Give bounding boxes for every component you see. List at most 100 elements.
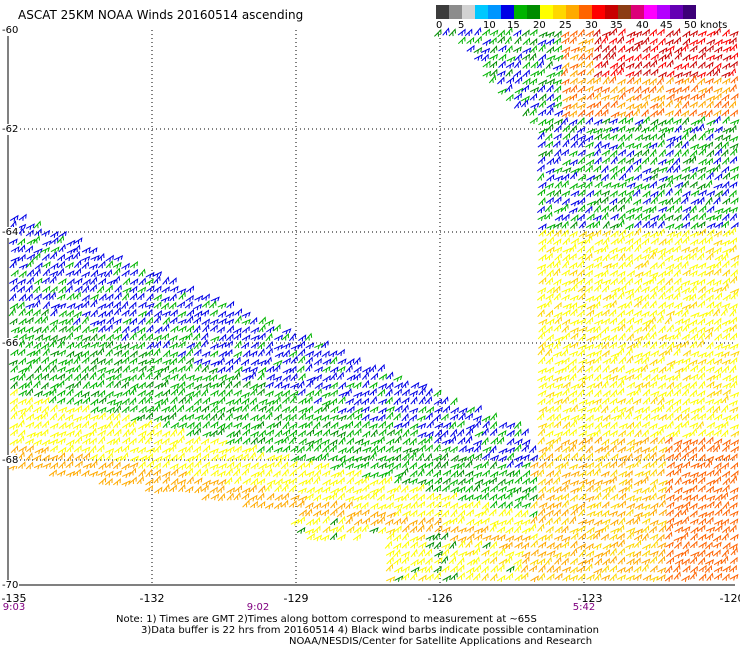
wind-barb xyxy=(698,380,706,390)
wind-barb xyxy=(713,100,722,108)
wind-barb xyxy=(321,399,331,407)
wind-barb xyxy=(256,388,265,396)
wind-barb xyxy=(274,484,282,492)
wind-barb xyxy=(560,439,570,446)
wind-barb xyxy=(216,485,225,493)
wind-barb xyxy=(457,509,465,518)
wind-barb xyxy=(201,452,210,461)
wind-barb xyxy=(226,487,235,494)
wind-barb xyxy=(26,268,34,277)
wind-barb xyxy=(113,349,123,357)
wind-barb xyxy=(585,30,594,38)
wind-barb xyxy=(674,237,682,246)
wind-barb xyxy=(560,78,570,86)
wind-barb xyxy=(730,462,739,470)
wind-barb xyxy=(161,430,171,438)
wind-barb xyxy=(673,255,683,263)
wind-barb xyxy=(537,39,547,47)
wind-barb xyxy=(562,132,571,140)
wind-barb xyxy=(529,44,537,53)
wind-barb xyxy=(545,148,553,157)
wind-barb xyxy=(433,541,441,550)
wind-barb xyxy=(544,132,553,141)
wind-barb xyxy=(10,269,19,277)
wind-barb xyxy=(601,317,611,325)
wind-barb xyxy=(209,343,219,350)
wind-barb xyxy=(632,440,643,447)
wind-barb xyxy=(522,77,531,85)
wind-barb xyxy=(585,164,593,173)
wind-barb xyxy=(650,373,659,382)
wind-barb xyxy=(186,285,195,293)
wind-barb xyxy=(465,484,473,493)
wind-barb xyxy=(673,134,682,143)
wind-barb xyxy=(705,61,714,69)
wind-barb xyxy=(616,566,626,574)
wind-barb xyxy=(97,252,105,261)
wind-barb xyxy=(42,292,51,300)
wind-barb xyxy=(385,388,393,397)
wind-barb xyxy=(345,462,355,470)
wind-barb xyxy=(186,308,195,317)
wind-barb xyxy=(225,358,234,366)
wind-barb xyxy=(369,479,379,486)
wind-barb xyxy=(312,502,322,510)
wind-barb xyxy=(33,341,42,349)
wind-barb xyxy=(177,380,186,389)
wind-barb xyxy=(65,284,73,293)
wind-barb xyxy=(665,277,673,286)
wind-barb xyxy=(713,109,722,117)
wind-barb xyxy=(561,499,569,508)
wind-barb xyxy=(650,167,659,175)
wind-barb xyxy=(728,375,738,383)
wind-barb xyxy=(57,340,65,349)
wind-barb xyxy=(25,396,33,406)
wind-barb xyxy=(698,204,707,213)
wind-barb xyxy=(113,391,123,398)
wind-barb xyxy=(633,420,642,429)
wind-barb xyxy=(386,532,395,540)
wind-barb xyxy=(288,350,298,358)
wind-barb xyxy=(616,398,627,405)
wind-barb xyxy=(384,475,393,484)
wind-barb xyxy=(18,317,27,326)
wind-barb xyxy=(121,262,130,270)
wind-barb xyxy=(593,127,603,135)
wind-barb xyxy=(138,396,146,405)
wind-barb xyxy=(250,334,260,342)
wind-barb xyxy=(272,364,281,372)
wind-barb xyxy=(153,438,163,446)
wind-barb xyxy=(585,295,595,303)
wind-barb xyxy=(329,479,338,487)
wind-barb xyxy=(538,324,546,333)
wind-barb xyxy=(674,284,683,293)
wind-barb xyxy=(401,555,409,564)
wind-barb xyxy=(585,389,593,397)
wind-barb xyxy=(568,150,578,158)
wind-barb xyxy=(153,357,163,365)
wind-barb xyxy=(705,510,715,518)
wind-barb xyxy=(721,444,730,452)
colorbar-segment xyxy=(683,5,696,19)
wind-barb xyxy=(297,340,305,349)
wind-barb xyxy=(634,357,643,365)
wind-barb xyxy=(265,332,273,342)
wind-barb xyxy=(594,108,602,117)
wind-barb xyxy=(586,510,596,518)
wind-barb xyxy=(128,437,137,445)
wind-barb xyxy=(482,70,492,78)
wind-barb xyxy=(81,365,89,374)
wind-barb xyxy=(200,339,208,348)
wind-barb xyxy=(641,126,650,134)
wind-barb xyxy=(552,351,562,358)
wind-barb xyxy=(560,414,570,422)
wind-barb xyxy=(576,126,586,134)
wind-barb xyxy=(705,44,714,53)
wind-barb xyxy=(489,484,498,493)
wind-barb xyxy=(570,139,578,148)
wind-barb xyxy=(553,167,563,174)
wind-barb xyxy=(650,53,659,61)
wind-barb xyxy=(296,526,306,534)
wind-barb xyxy=(41,405,49,414)
wind-barb xyxy=(282,374,291,382)
